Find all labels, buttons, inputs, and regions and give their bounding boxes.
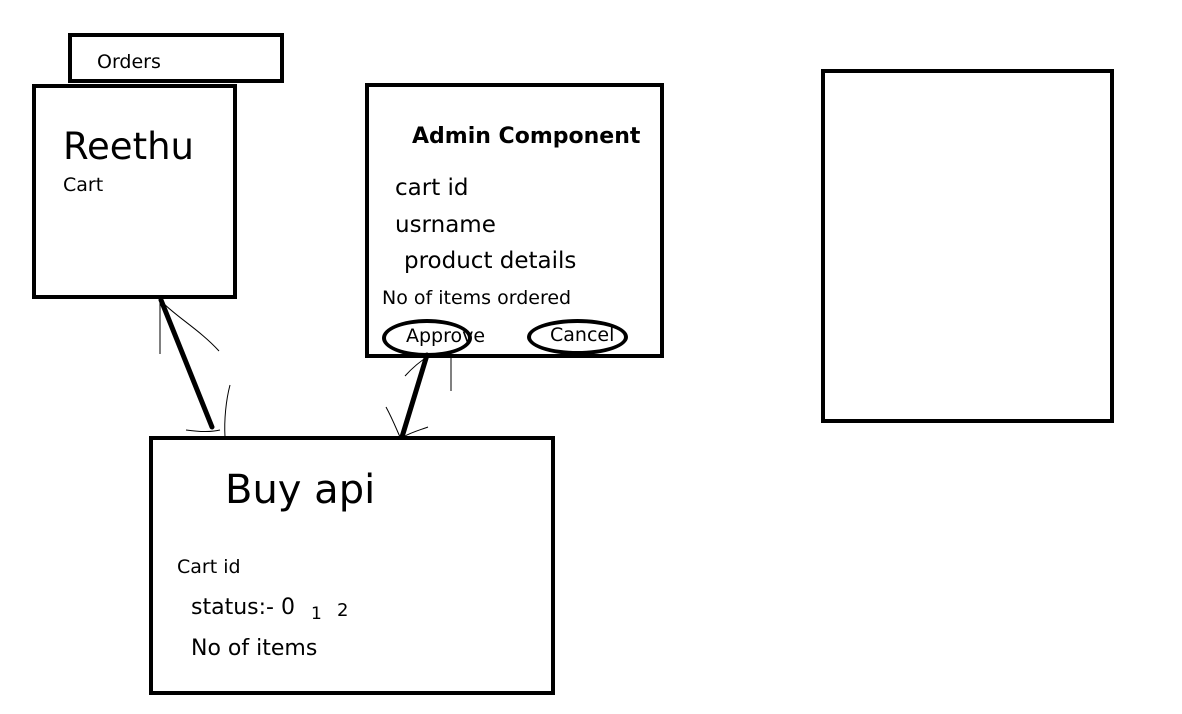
cart-link[interactable]: Cart: [63, 174, 104, 196]
user-name: Reethu: [63, 125, 194, 168]
cancel-button-label: Cancel: [550, 324, 615, 346]
admin-field-cart-id: cart id: [395, 175, 469, 201]
orders-tab-label: Orders: [97, 51, 161, 73]
admin-component-box: Admin Component cart id usrname product …: [365, 83, 664, 358]
arrow-head-user-up: [159, 299, 220, 354]
orders-tab[interactable]: Orders: [68, 33, 284, 83]
buy-api-box: Buy api Cart id status:- 0 1 2 No of ite…: [149, 436, 555, 695]
buy-api-status-value-1: 1: [311, 604, 322, 624]
buy-api-status-value-2: 2: [337, 600, 349, 621]
arrow-head-approve-up: [404, 354, 452, 391]
arrow-head-buyapi-left: [185, 384, 231, 438]
connector-approve-to-buyapi: [399, 352, 430, 440]
connector-user-to-buyapi: [158, 297, 215, 430]
admin-field-product-details: product details: [404, 248, 577, 274]
buy-api-status: status:- 0: [191, 595, 295, 620]
admin-component-title: Admin Component: [412, 124, 641, 149]
admin-field-items-ordered: No of items ordered: [382, 287, 572, 309]
user-cart-box: Reethu Cart: [32, 84, 237, 299]
admin-field-username: usrname: [395, 212, 496, 238]
buy-api-items: No of items: [191, 636, 318, 661]
buy-api-title: Buy api: [225, 467, 376, 513]
approve-button-label: Approve: [406, 325, 486, 347]
buy-api-cart-id: Cart id: [177, 556, 241, 578]
cancel-button[interactable]: [527, 319, 628, 355]
empty-panel: [821, 69, 1114, 423]
arrow-head-buyapi-right: [385, 406, 429, 438]
